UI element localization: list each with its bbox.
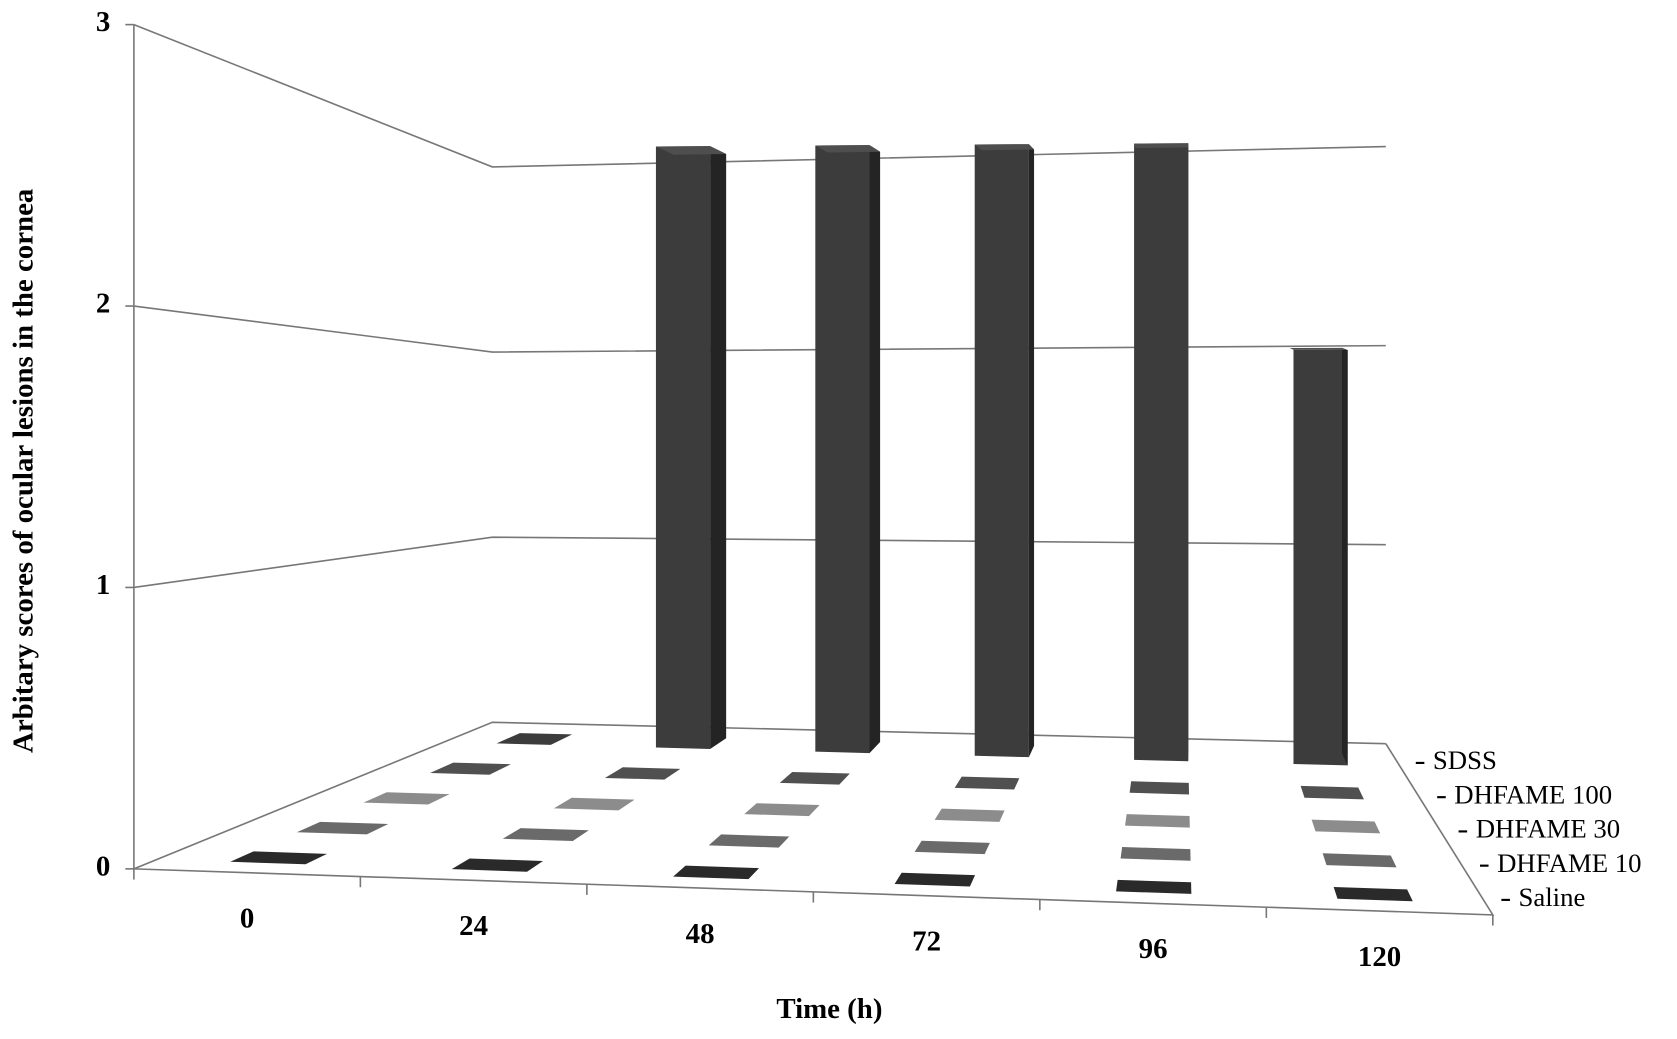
y-tick-label: 1 bbox=[96, 569, 110, 601]
bar bbox=[451, 858, 544, 872]
grid-line bbox=[133, 305, 1386, 353]
x-tick-label: 48 bbox=[686, 918, 715, 950]
x-tick-label: 24 bbox=[459, 910, 488, 942]
bar bbox=[502, 828, 589, 842]
legend-label: DHFAME 10 bbox=[1497, 848, 1641, 878]
bar-top bbox=[1300, 785, 1364, 800]
bar bbox=[894, 872, 976, 887]
bar-top bbox=[296, 821, 389, 835]
bar bbox=[429, 762, 511, 775]
grid-line bbox=[133, 721, 1386, 870]
legend-label: Saline bbox=[1519, 882, 1586, 912]
bar-top bbox=[1333, 886, 1413, 902]
legend-label: DHFAME 100 bbox=[1454, 779, 1612, 809]
bar-top bbox=[451, 858, 544, 872]
bar-top bbox=[779, 771, 850, 785]
bar-top bbox=[1120, 847, 1191, 861]
bar-top bbox=[496, 733, 573, 745]
x-axis-title: Time (h) bbox=[776, 993, 882, 1025]
bar bbox=[1134, 143, 1189, 762]
bar-top bbox=[934, 808, 1005, 822]
bar bbox=[708, 834, 790, 848]
bar bbox=[655, 146, 727, 749]
bar-top bbox=[363, 792, 450, 805]
bar-front bbox=[1293, 349, 1348, 766]
bar-top bbox=[1311, 819, 1381, 834]
bar-top bbox=[230, 851, 328, 865]
legend-label: SDSS bbox=[1433, 745, 1497, 775]
bar-top bbox=[502, 828, 589, 842]
bar-top bbox=[974, 144, 1035, 151]
bar bbox=[363, 792, 450, 805]
bar bbox=[1129, 781, 1190, 795]
y-tick-label: 0 bbox=[96, 850, 110, 882]
bar-top bbox=[1129, 781, 1190, 795]
bar bbox=[673, 865, 760, 880]
bar bbox=[1311, 819, 1381, 834]
bar-side bbox=[1028, 144, 1035, 758]
bar-top bbox=[815, 145, 881, 153]
bar bbox=[1120, 847, 1191, 861]
grid-line bbox=[133, 536, 1386, 589]
bar-top bbox=[1125, 814, 1190, 828]
bar-front bbox=[815, 145, 870, 754]
bar bbox=[496, 733, 573, 745]
bar-top bbox=[744, 803, 820, 817]
bar bbox=[1300, 785, 1364, 800]
bar-top bbox=[914, 840, 990, 855]
bar-top bbox=[1289, 347, 1348, 350]
grid-line bbox=[133, 23, 1386, 168]
bar-side bbox=[710, 146, 727, 749]
bar-side bbox=[1341, 347, 1348, 766]
bar-front bbox=[1134, 143, 1189, 762]
bar-front bbox=[974, 144, 1029, 758]
bar bbox=[1116, 879, 1192, 894]
bar-front bbox=[655, 146, 711, 749]
y-tick-label: 3 bbox=[96, 6, 110, 38]
bar bbox=[974, 144, 1035, 758]
bar bbox=[230, 851, 328, 865]
bar bbox=[604, 767, 681, 780]
bar bbox=[934, 808, 1005, 822]
bar bbox=[553, 797, 635, 811]
bar-top bbox=[429, 762, 511, 775]
bar-top bbox=[1322, 853, 1397, 868]
bar-top bbox=[708, 834, 790, 848]
x-tick-label: 72 bbox=[912, 925, 941, 957]
x-tick-label: 96 bbox=[1139, 933, 1168, 965]
bar-side bbox=[869, 145, 881, 754]
legend-label: DHFAME 30 bbox=[1476, 814, 1620, 844]
bar-top bbox=[1116, 879, 1192, 894]
bar bbox=[1322, 853, 1397, 868]
bar bbox=[779, 771, 850, 785]
bar bbox=[296, 821, 389, 835]
bar bbox=[914, 840, 990, 855]
x-tick-label: 120 bbox=[1358, 941, 1401, 973]
bar-top bbox=[954, 776, 1020, 790]
bar-top bbox=[604, 767, 681, 780]
bar-top bbox=[673, 865, 760, 880]
x-tick-label: 0 bbox=[240, 902, 254, 934]
bar bbox=[1125, 814, 1190, 828]
bar bbox=[744, 803, 820, 817]
bar bbox=[1333, 886, 1413, 902]
bar-top bbox=[894, 872, 976, 887]
bar-top bbox=[553, 797, 635, 811]
y-axis-title: Arbitary scores of ocular lesions in the… bbox=[7, 189, 39, 753]
y-tick-label: 2 bbox=[96, 288, 110, 320]
bar-top bbox=[655, 146, 727, 155]
bar bbox=[815, 145, 881, 754]
bar bbox=[1289, 347, 1348, 766]
bar-top bbox=[1134, 143, 1189, 149]
bar bbox=[954, 776, 1020, 790]
